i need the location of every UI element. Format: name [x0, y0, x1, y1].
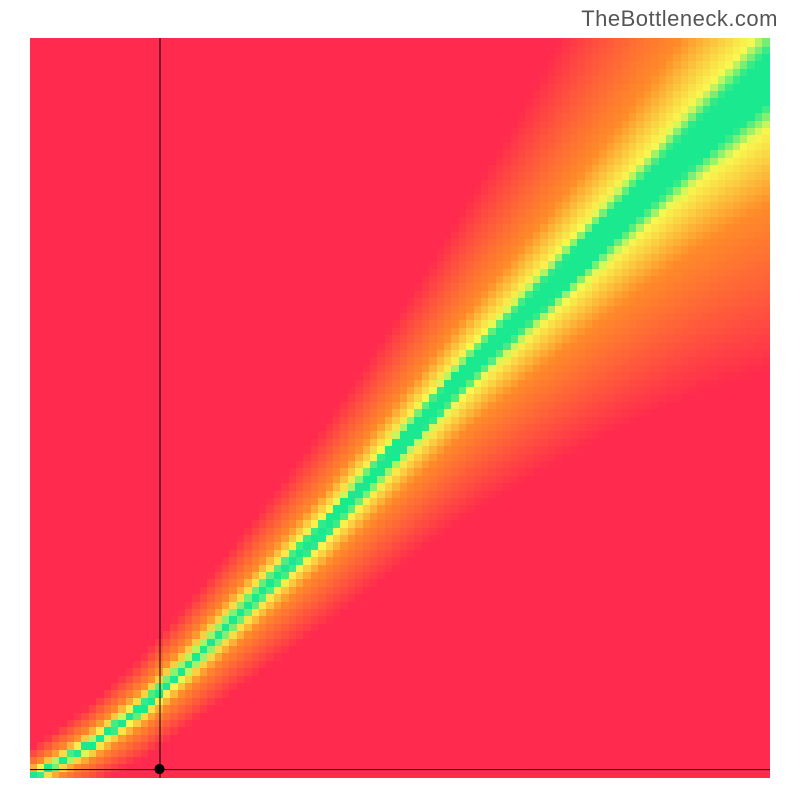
heatmap-plot: [30, 38, 770, 778]
heatmap-canvas: [30, 38, 770, 778]
source-label: TheBottleneck.com: [581, 6, 778, 32]
